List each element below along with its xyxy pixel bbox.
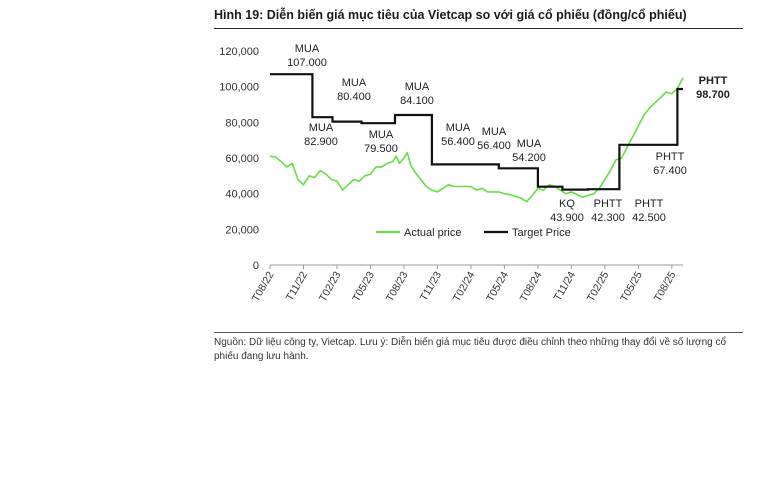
source-rule <box>214 332 743 333</box>
annotation-action: MUA <box>405 81 430 93</box>
x-tick-label: T11/23 <box>418 269 444 303</box>
annotation-value: 80.400 <box>337 91 371 103</box>
y-axis: 0 20,000 40,000 60,000 80,000 100,000 120,000 <box>219 46 259 272</box>
x-tick-label: T02/25 <box>585 269 612 303</box>
x-tick-label: T11/24 <box>552 269 578 303</box>
x-tick-label: T08/23 <box>384 269 411 303</box>
x-tick-label: T08/25 <box>652 269 679 303</box>
annotation-value: 43.900 <box>550 212 584 224</box>
x-tick-label: T02/23 <box>317 269 344 303</box>
chart-legend: Actual price Target Price <box>376 227 571 239</box>
annotation-action: PHTT <box>635 198 664 210</box>
title-rule <box>214 28 743 29</box>
annotation-action: MUA <box>482 126 507 138</box>
annotation-action: PHTT <box>699 75 728 87</box>
annotation-value: 54.200 <box>512 152 546 164</box>
annotation-value: 67.400 <box>653 165 687 177</box>
annotation-action: MUA <box>342 77 367 89</box>
annotation-action: MUA <box>517 138 542 150</box>
y-tick-label: 80,000 <box>225 117 259 129</box>
y-tick-label: 0 <box>253 260 259 272</box>
figure-title: Hình 19: Diễn biến giá mục tiêu của Viet… <box>214 8 687 22</box>
x-tick-label: T02/24 <box>451 269 478 303</box>
y-tick-label: 20,000 <box>225 224 259 236</box>
y-tick-label: 100,000 <box>219 82 259 94</box>
annotation-value: 42.300 <box>591 212 625 224</box>
y-tick-label: 60,000 <box>225 153 259 165</box>
annotation-action: MUA <box>309 122 334 134</box>
x-tick-label: T08/22 <box>250 269 277 303</box>
x-tick-label: T05/23 <box>350 269 377 303</box>
annotation-action: KQ <box>559 198 575 210</box>
x-tick-label: T08/24 <box>518 269 545 303</box>
annotation-action: MUA <box>446 122 471 134</box>
annotation-value: 56.400 <box>441 136 475 148</box>
legend-target-label: Target Price <box>512 227 571 239</box>
annotation-action: PHTT <box>594 198 623 210</box>
annotation-value: 98.700 <box>696 89 730 101</box>
annotation-value: 107.000 <box>287 57 327 69</box>
annotation-value: 79.500 <box>364 143 398 155</box>
actual-price-line <box>269 77 684 203</box>
legend-actual-label: Actual price <box>404 227 461 239</box>
chart-lines <box>269 73 684 203</box>
annotation-value: 42.500 <box>632 212 666 224</box>
annotation-action: PHTT <box>656 151 685 163</box>
x-axis: T08/22 T11/22 T02/23 T05/23 T08/23 T11/23 T02/… <box>250 264 683 304</box>
annotation-value: 84.100 <box>400 95 434 107</box>
y-tick-label: 40,000 <box>225 189 259 201</box>
chart-annotations: MUA 107.000 MUA 82.900 MUA 80.400 MUA 79.500 MUA… <box>287 43 730 224</box>
chart: 020,00040,00060,00080,000100,000120,000 … <box>219 43 730 304</box>
x-tick-label: T05/25 <box>618 269 645 303</box>
annotation-value: 56.400 <box>477 140 511 152</box>
annotation-action: MUA <box>369 129 394 141</box>
annotation-value: 82.900 <box>304 136 338 148</box>
source-note: Nguồn: Dữ liệu công ty, Vietcap. Lưu ý: … <box>214 337 727 362</box>
x-tick-label: T05/24 <box>484 269 511 303</box>
annotation-action: MUA <box>295 43 320 55</box>
target-price-line <box>270 73 683 191</box>
y-tick-label: 120,000 <box>219 46 259 58</box>
x-tick-label: T11/22 <box>284 269 310 303</box>
